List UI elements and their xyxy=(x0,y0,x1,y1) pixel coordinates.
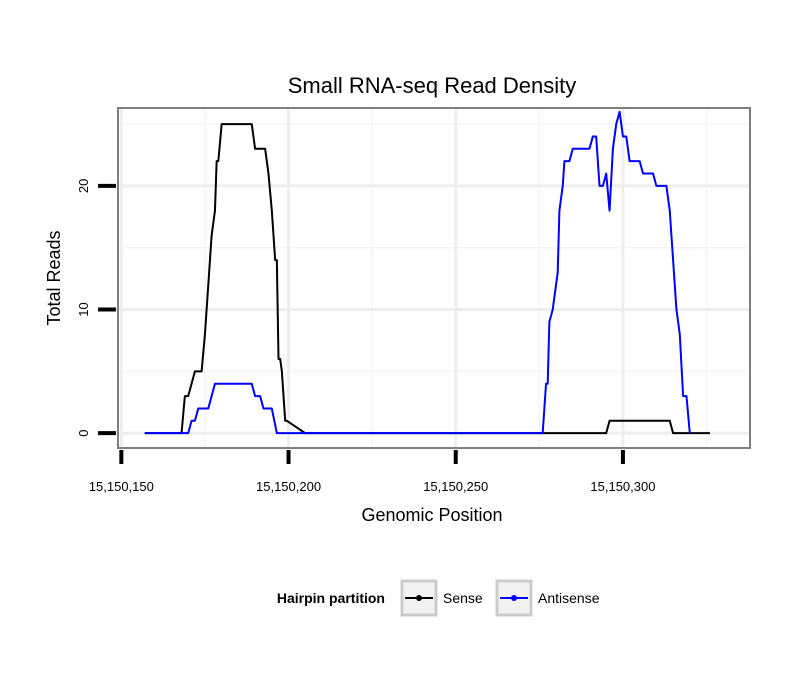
x-tick-label: 15,150,300 xyxy=(590,479,655,494)
chart-title: Small RNA-seq Read Density xyxy=(288,73,577,98)
x-tick-label: 15,150,200 xyxy=(256,479,321,494)
plot-panel xyxy=(118,108,750,448)
y-tick-label: 0 xyxy=(76,430,91,437)
y-axis-title: Total Reads xyxy=(44,230,64,325)
legend-label-antisense: Antisense xyxy=(538,590,600,606)
x-axis: 15,150,150 15,150,200 15,150,250 15,150,300 xyxy=(89,450,655,494)
y-tick-label: 10 xyxy=(76,302,91,316)
legend-title: Hairpin partition xyxy=(277,590,385,606)
grid-lines xyxy=(118,108,750,448)
legend-item-antisense: Antisense xyxy=(495,579,600,617)
x-axis-title: Genomic Position xyxy=(361,505,502,525)
legend-point-antisense xyxy=(511,595,517,601)
legend: Hairpin partition Sense Antisense xyxy=(277,579,600,617)
y-tick-label: 20 xyxy=(76,179,91,193)
series-line-antisense xyxy=(144,110,691,435)
y-axis: 0 10 20 xyxy=(76,179,116,437)
series-lines xyxy=(144,110,710,435)
legend-item-sense: Sense xyxy=(400,579,483,617)
legend-label-sense: Sense xyxy=(443,590,483,606)
plot-panel-border xyxy=(117,107,751,449)
x-tick-label: 15,150,150 xyxy=(89,479,154,494)
legend-point-sense xyxy=(416,595,422,601)
x-tick-label: 15,150,250 xyxy=(423,479,488,494)
